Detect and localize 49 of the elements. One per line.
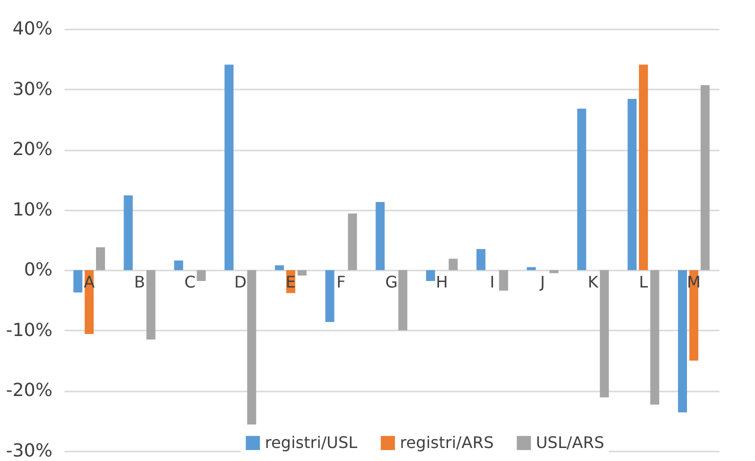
bar — [398, 270, 408, 330]
y-tick-label: -20% — [6, 380, 52, 402]
bar — [476, 249, 486, 270]
bar — [678, 270, 687, 412]
bar — [325, 270, 334, 322]
bar — [638, 64, 648, 270]
x-tick-label: L — [638, 272, 648, 292]
bar — [274, 265, 284, 270]
y-tick-label: 20% — [12, 139, 52, 160]
bar — [426, 270, 436, 281]
bar — [196, 270, 206, 281]
bar — [174, 260, 184, 270]
y-tick-label: 0% — [24, 260, 52, 281]
legend-label: registri/ARS — [400, 433, 494, 452]
x-tick-label: K — [588, 272, 599, 292]
bar — [96, 247, 106, 270]
x-tick-label: H — [436, 272, 448, 292]
bar — [650, 270, 660, 405]
bar — [73, 270, 82, 292]
x-tick-label: B — [134, 272, 146, 292]
bar — [499, 270, 508, 291]
bar — [700, 85, 710, 270]
bar — [124, 195, 133, 270]
y-tick-label: -30% — [6, 440, 52, 461]
bar — [224, 64, 234, 270]
bar — [577, 108, 586, 270]
bar — [298, 270, 307, 276]
bar — [549, 270, 558, 274]
bar — [628, 98, 637, 270]
bar — [600, 270, 609, 398]
x-tick-label: I — [490, 272, 495, 292]
x-tick-label: G — [385, 272, 398, 292]
bar — [448, 258, 458, 270]
bar — [348, 213, 357, 270]
legend-label: USL/ARS — [536, 433, 604, 452]
x-tick-label: E — [286, 272, 296, 292]
bar — [376, 202, 385, 270]
legend-label: registri/USL — [264, 433, 358, 452]
y-tick-label: -10% — [6, 320, 52, 341]
bar — [526, 267, 536, 270]
y-tick-label: 40% — [12, 18, 52, 40]
x-tick-label: D — [234, 272, 247, 292]
x-tick-label: F — [336, 272, 346, 292]
x-tick-label: J — [539, 272, 546, 292]
bar — [247, 270, 256, 424]
bar — [146, 270, 156, 340]
y-tick-label: 30% — [12, 78, 52, 100]
y-tick-label: 10% — [12, 199, 52, 220]
x-tick-label: C — [184, 272, 196, 292]
